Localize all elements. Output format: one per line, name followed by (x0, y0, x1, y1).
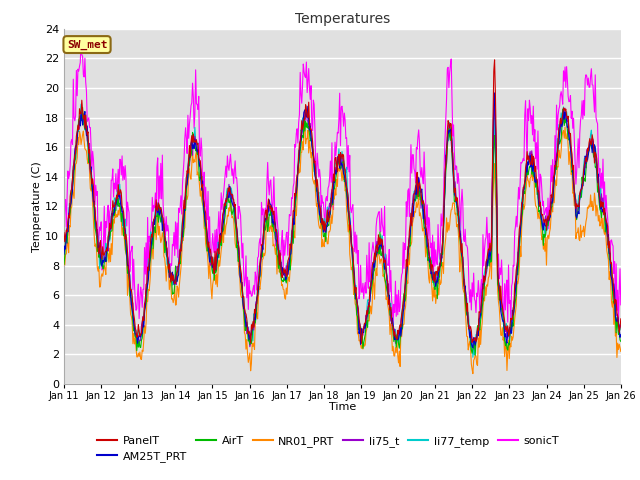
NR01_PRT (70, 195, 78, 201)
AirT (428, 258, 435, 264)
PanelT (491, 57, 499, 63)
sonicT (128, 243, 136, 249)
sonicT (412, 180, 419, 186)
AirT (472, 352, 479, 358)
NR01_PRT (469, 371, 477, 376)
AM25T_PRT (469, 345, 477, 350)
sonicT (185, 135, 193, 141)
PanelT (127, 287, 135, 293)
NR01_PRT (184, 192, 192, 198)
AM25T_PRT (127, 302, 135, 308)
Text: SW_met: SW_met (67, 39, 108, 49)
li75_t (60, 232, 68, 238)
li75_t (127, 302, 135, 308)
PanelT (358, 341, 365, 347)
AM25T_PRT (60, 252, 68, 257)
sonicT (70, 115, 78, 120)
li75_t (470, 346, 477, 352)
AirT (411, 197, 419, 203)
sonicT (77, 40, 85, 46)
PanelT (428, 268, 435, 274)
li75_t (617, 323, 625, 328)
li77_temp (128, 297, 136, 303)
AirT (60, 262, 68, 267)
li75_t (410, 191, 418, 197)
li77_temp (185, 152, 193, 158)
PanelT (184, 170, 192, 176)
sonicT (617, 302, 625, 308)
PanelT (411, 190, 419, 196)
AirT (617, 338, 625, 344)
NR01_PRT (411, 208, 419, 214)
NR01_PRT (214, 284, 221, 289)
NR01_PRT (617, 348, 625, 354)
li75_t (491, 105, 499, 110)
li77_temp (214, 240, 222, 245)
AirT (79, 105, 86, 110)
li75_t (426, 262, 434, 268)
AirT (185, 166, 193, 171)
NR01_PRT (127, 313, 135, 319)
AM25T_PRT (410, 198, 418, 204)
li77_temp (617, 320, 625, 326)
AM25T_PRT (184, 172, 192, 178)
li75_t (70, 157, 78, 163)
AirT (70, 169, 78, 175)
NR01_PRT (301, 120, 308, 126)
Line: NR01_PRT: NR01_PRT (64, 123, 621, 373)
NR01_PRT (428, 271, 435, 277)
PanelT (70, 160, 78, 166)
Line: PanelT: PanelT (64, 60, 621, 344)
PanelT (214, 246, 221, 252)
PanelT (60, 230, 68, 236)
X-axis label: Time: Time (329, 402, 356, 412)
AirT (128, 309, 136, 315)
li75_t (184, 166, 192, 171)
li77_temp (60, 237, 68, 243)
Y-axis label: Temperature (C): Temperature (C) (32, 161, 42, 252)
AM25T_PRT (426, 259, 434, 264)
li75_t (214, 254, 221, 260)
sonicT (389, 321, 397, 327)
li77_temp (77, 101, 85, 107)
li77_temp (469, 354, 477, 360)
AM25T_PRT (70, 166, 78, 172)
li77_temp (428, 259, 435, 264)
sonicT (60, 223, 68, 228)
Legend: PanelT, AM25T_PRT, AirT, NR01_PRT, li75_t, li77_temp, sonicT: PanelT, AM25T_PRT, AirT, NR01_PRT, li75_… (97, 436, 559, 462)
sonicT (214, 224, 222, 230)
Title: Temperatures: Temperatures (295, 12, 390, 26)
NR01_PRT (60, 253, 68, 259)
Line: li77_temp: li77_temp (64, 104, 621, 357)
AM25T_PRT (617, 332, 625, 338)
Line: sonicT: sonicT (64, 43, 621, 324)
Line: li75_t: li75_t (64, 108, 621, 349)
AM25T_PRT (214, 255, 221, 261)
li77_temp (411, 188, 419, 194)
AM25T_PRT (491, 90, 499, 96)
Line: AirT: AirT (64, 108, 621, 355)
sonicT (428, 264, 436, 270)
AirT (214, 247, 222, 253)
li77_temp (70, 162, 78, 168)
Line: AM25T_PRT: AM25T_PRT (64, 93, 621, 348)
PanelT (617, 316, 625, 322)
